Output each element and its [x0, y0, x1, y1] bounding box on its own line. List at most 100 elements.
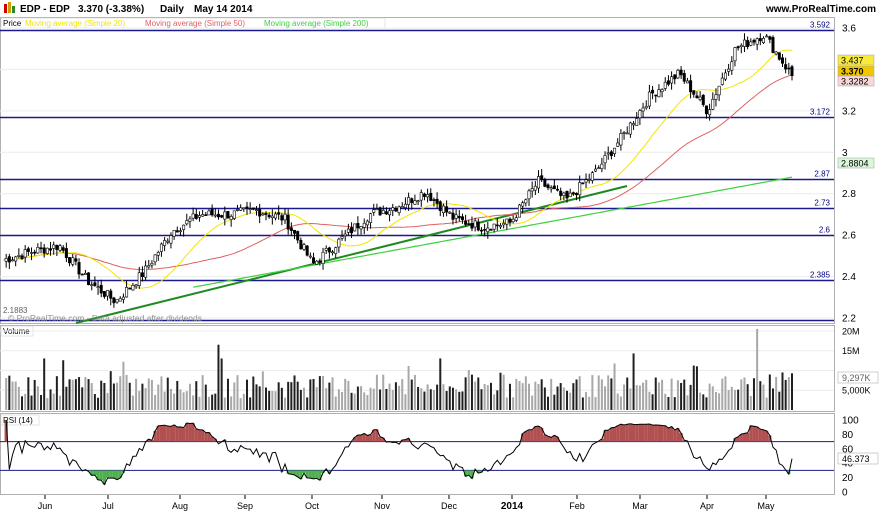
candle-body [777, 52, 781, 60]
candle-body [144, 265, 148, 278]
candle-body [147, 265, 151, 268]
volume-bar [505, 397, 508, 410]
volume-bar [17, 386, 20, 410]
volume-bar [762, 384, 765, 410]
candle-body [638, 110, 642, 119]
volume-bar [714, 392, 717, 410]
x-tick-label: Dec [441, 501, 458, 511]
candle-body [470, 222, 474, 229]
candle-body [514, 217, 518, 221]
candle-body [575, 192, 579, 196]
volume-bar [21, 396, 24, 410]
volume-bar [740, 379, 743, 410]
candle-body [42, 247, 46, 254]
volume-bar [122, 361, 125, 410]
volume-bar [97, 397, 100, 410]
volume-bar [543, 387, 546, 410]
candle-body [600, 163, 604, 170]
candle-body [787, 67, 791, 70]
candle-body [299, 239, 303, 250]
candle-body [410, 198, 414, 203]
price-tick-label: 3.6 [842, 24, 856, 35]
candle-body [679, 69, 683, 76]
volume-bar [591, 375, 594, 410]
volume-bar [581, 397, 584, 410]
volume-bar [277, 382, 280, 410]
volume-bar [461, 391, 464, 410]
candle-body [552, 185, 556, 190]
volume-bar [423, 391, 426, 410]
candle-body [156, 252, 160, 256]
symbol-title: EDP - EDP [20, 4, 70, 15]
candle-body [619, 133, 623, 146]
x-tick-label: Nov [374, 501, 391, 511]
candle-body [356, 223, 360, 229]
volume-bar [135, 378, 138, 410]
candle-body [270, 215, 274, 219]
volume-bar [791, 373, 793, 410]
candle-body [226, 210, 230, 219]
watermark: © ProRealTime.com - Data adjusted after … [8, 313, 202, 323]
volume-bar [299, 389, 302, 410]
candle-body [359, 226, 363, 230]
volume-bar [686, 395, 689, 410]
volume-bar [363, 392, 366, 410]
volume-bar [112, 383, 115, 410]
volume-tick-label: 5,000K [842, 386, 871, 396]
volume-bar [702, 394, 705, 410]
volume-bar [179, 389, 182, 410]
volume-bar [230, 396, 233, 410]
volume-bar [477, 377, 480, 410]
volume-bar [204, 384, 207, 410]
rsi-tick-label: 20 [842, 473, 854, 484]
candle-body [223, 211, 227, 220]
volume-bar [293, 375, 296, 410]
volume-bar [654, 377, 657, 410]
candle-body [33, 251, 37, 254]
candle-body [340, 236, 344, 239]
volume-bar [81, 387, 84, 410]
candle-body [134, 284, 138, 287]
x-tick-label: May [757, 501, 775, 511]
volume-bar [610, 378, 613, 410]
volume-bar [467, 370, 470, 410]
rsi-line [5, 419, 793, 486]
volume-bar [322, 375, 325, 410]
volume-bar [445, 391, 448, 410]
volume-bar [512, 397, 515, 410]
candle-body [419, 192, 423, 201]
candle-body [372, 209, 376, 213]
candle-body [581, 182, 585, 185]
candle-body [584, 179, 588, 183]
period: Daily [160, 4, 184, 15]
level-label-2.73: 2.73 [814, 199, 830, 208]
volume-bar [347, 380, 350, 410]
volume-bar [169, 388, 172, 410]
candle-body [239, 207, 243, 211]
candle-body [289, 227, 293, 231]
volume-bar [100, 380, 103, 410]
candle-body [632, 123, 636, 126]
candle-body [365, 220, 369, 226]
volume-bar [730, 386, 733, 410]
volume-bar [699, 392, 702, 410]
candle-body [125, 287, 129, 298]
volume-bar [616, 393, 619, 410]
candle-body [616, 142, 620, 147]
volume-bar [65, 386, 68, 410]
candle-body [701, 94, 705, 105]
volume-bar [303, 387, 306, 410]
volume-bar [14, 381, 17, 410]
volume-bar [150, 379, 153, 410]
volume-bar [515, 378, 518, 410]
candle-body [61, 247, 65, 251]
price-badge [837, 75, 875, 87]
candle-body [4, 258, 8, 262]
candle-body [774, 51, 778, 55]
uptrend-line[interactable] [75, 185, 628, 324]
volume-bar [531, 395, 534, 410]
volume-bar [451, 387, 454, 410]
volume-bar [756, 328, 759, 410]
volume-bar [185, 391, 188, 410]
